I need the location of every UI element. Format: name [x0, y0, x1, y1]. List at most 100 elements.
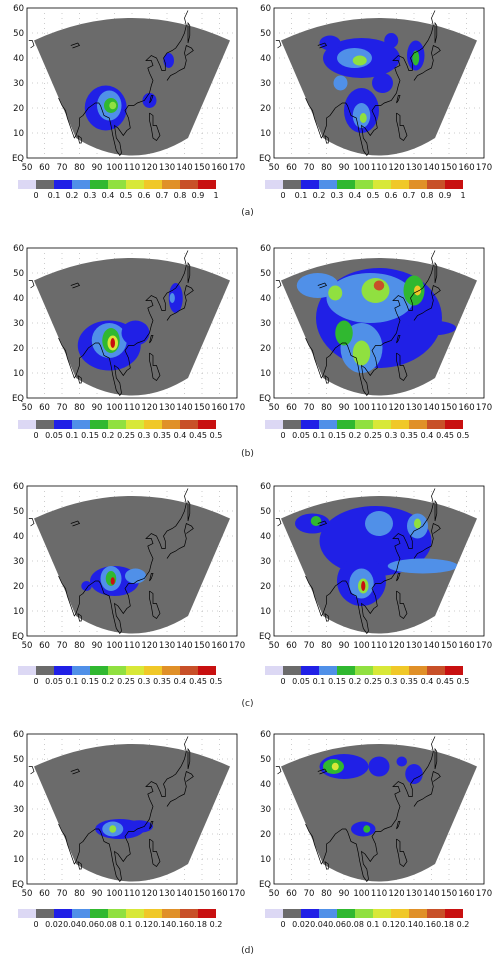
colorbar-tick-label: 0.12 [135, 920, 153, 929]
concentration-patch [363, 825, 371, 833]
colorbar-swatch [391, 666, 409, 675]
colorbar-tick-label: 0.1 [366, 920, 380, 929]
map-svg: 50 60 70 80 90 100 110 120 130 140 150 160 170 EQ 10 20… [12, 730, 245, 899]
colorbar-swatch [409, 420, 427, 429]
map-svg: 50 60 70 80 90 100 110 120 130 140 150 160 170 EQ 10 20… [12, 4, 245, 173]
colorbar-tick-label: 1 [460, 191, 466, 200]
colorbar-tick-label: 0.1 [47, 191, 61, 200]
x-tick-label: 60 [39, 403, 50, 413]
x-tick-label: 170 [229, 403, 245, 413]
colorbar-tick-label: 0.3 [83, 191, 97, 200]
colorbar-swatch [301, 666, 319, 675]
concentration-patch [310, 516, 322, 526]
y-tick-label: 10 [13, 607, 24, 617]
x-tick-label: 120 [141, 403, 157, 413]
x-tick-label: 160 [458, 403, 474, 413]
colorbar-swatch [301, 420, 319, 429]
x-tick-label: 150 [441, 641, 457, 651]
colorbar-swatch [373, 180, 391, 189]
coastline [28, 736, 194, 883]
concentration-patch [331, 762, 339, 771]
x-tick-label: 110 [371, 403, 387, 413]
concentration-field [95, 819, 153, 839]
x-tick-label: 110 [371, 641, 387, 651]
concentration-patch [319, 506, 432, 576]
caption-c: (c) [241, 699, 254, 709]
y-tick-label: 10 [260, 855, 271, 865]
y-tick-label: 60 [13, 730, 24, 740]
x-tick-label: 140 [176, 403, 192, 413]
colorbar-tick-label: 0 [280, 677, 286, 686]
colorbar-swatch [108, 666, 126, 675]
x-tick-label: 100 [106, 403, 122, 413]
map-panel-d-right: 50 60 70 80 90 100 110 120 130 140 150 160 170 EQ 10 20… [252, 726, 492, 926]
colorbar-swatch [391, 420, 409, 429]
colorbar-swatch [409, 666, 427, 675]
x-tick-label: 80 [74, 403, 85, 413]
colorbar-swatch [54, 666, 72, 675]
colorbar-tick-label: 0.5 [456, 431, 470, 440]
concentration-patch [387, 558, 458, 574]
colorbar-tick-label: 0 [33, 920, 39, 929]
map-panel-d-left: 50 60 70 80 90 100 110 120 130 140 150 160 170 EQ 10 20… [5, 726, 245, 926]
model-domain [34, 744, 230, 882]
x-tick-label: 90 [339, 889, 350, 899]
colorbar-d-left: 0 0.02 0.04 0.06 0.08 0.1 0.12 0.14 0.16 0.18 0.2 [18, 909, 222, 931]
x-tick-label: 70 [304, 889, 315, 899]
colorbar-tick-label: 0.12 [382, 920, 400, 929]
colorbar-swatch [126, 666, 144, 675]
colorbar-tick-label: 0.4 [173, 431, 187, 440]
y-tick-label: 20 [13, 344, 24, 354]
y-tick-label: 60 [260, 244, 271, 254]
y-tick-label: 30 [13, 805, 24, 815]
colorbar-tick-label: 0.14 [400, 920, 418, 929]
concentration-patch [163, 53, 174, 68]
y-tick-label: 20 [260, 344, 271, 354]
caption-d: (d) [241, 946, 254, 956]
x-tick-label: 50 [22, 889, 33, 899]
colorbar-swatch [162, 909, 180, 918]
colorbar-tick-label: 0.4 [173, 677, 187, 686]
x-tick-label: 140 [423, 641, 439, 651]
colorbar-swatch [144, 180, 162, 189]
x-tick-label: 130 [159, 641, 175, 651]
colorbar-tick-label: 0.6 [384, 191, 398, 200]
colorbar-tick-label: 0.5 [209, 677, 223, 686]
y-tick-label: 30 [260, 79, 271, 89]
x-tick-label: 60 [286, 403, 297, 413]
colorbar-swatch [198, 909, 216, 918]
colorbar-swatch [108, 180, 126, 189]
x-tick-label: 110 [124, 163, 140, 173]
colorbar-tick-label: 1 [213, 191, 219, 200]
colorbar-c-left: 0 0.05 0.1 0.15 0.2 0.25 0.3 0.35 0.4 0.45 0.5 [18, 666, 222, 688]
x-tick-label: 80 [321, 641, 332, 651]
colorbar-swatch [162, 666, 180, 675]
colorbar-swatch [90, 666, 108, 675]
colorbar-tick-label: 0.18 [189, 920, 207, 929]
x-tick-label: 150 [441, 403, 457, 413]
colorbar-swatch [18, 420, 36, 429]
map-panel-b-left: 50 60 70 80 90 100 110 120 130 140 150 160 170 EQ 10 20… [5, 240, 245, 440]
coastline [275, 736, 441, 883]
map-svg: 50 60 70 80 90 100 110 120 130 140 150 160 170 EQ 10 20… [259, 4, 492, 173]
y-tick-label: 40 [13, 780, 24, 790]
map-svg: 50 60 70 80 90 100 110 120 130 140 150 160 170 EQ 10 20… [259, 482, 492, 651]
colorbar-tick-label: 0.3 [384, 431, 398, 440]
x-tick-label: 160 [211, 403, 227, 413]
colorbar-tick-label: 0.05 [292, 431, 310, 440]
colorbar-swatch [373, 909, 391, 918]
colorbar-swatch [391, 909, 409, 918]
x-tick-label: 70 [57, 641, 68, 651]
x-tick-label: 160 [458, 163, 474, 173]
x-tick-label: 90 [339, 403, 350, 413]
concentration-patch [81, 581, 92, 591]
colorbar-tick-label: 0.16 [171, 920, 189, 929]
colorbar-a-right: 0 0.1 0.2 0.3 0.4 0.5 0.6 0.7 0.8 0.9 1 [265, 180, 466, 202]
colorbar-swatch [319, 666, 337, 675]
concentration-patch [359, 113, 367, 123]
colorbar-c-right: 0 0.05 0.1 0.15 0.2 0.25 0.3 0.35 0.4 0.45 0.5 [265, 666, 469, 688]
y-tick-label: 20 [260, 830, 271, 840]
colorbar-tick-label: 0.05 [45, 677, 63, 686]
colorbar-swatch [283, 909, 301, 918]
x-tick-label: 160 [211, 889, 227, 899]
